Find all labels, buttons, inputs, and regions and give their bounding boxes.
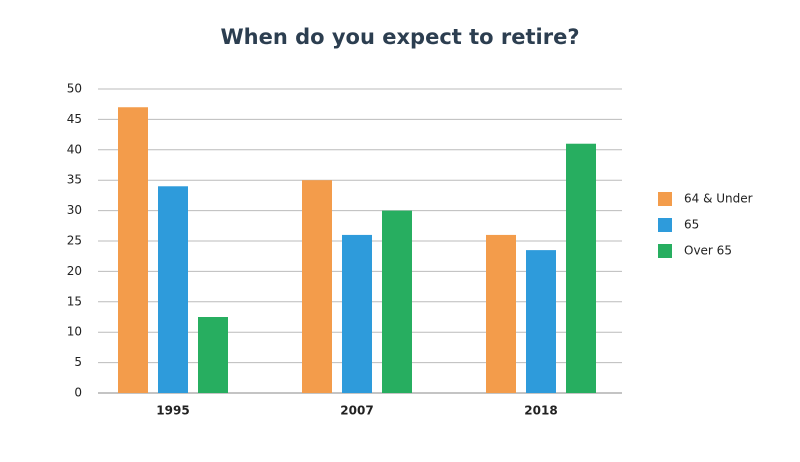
legend-swatch	[658, 244, 672, 258]
y-tick-label: 30	[67, 203, 82, 217]
legend-swatch	[658, 218, 672, 232]
x-tick-label: 1995	[156, 404, 189, 418]
x-tick-label: 2007	[340, 404, 373, 418]
bar	[158, 186, 188, 393]
bar	[486, 234, 516, 393]
chart-title: When do you expect to retire?	[220, 25, 579, 49]
y-tick-label: 5	[74, 355, 82, 369]
legend-label: 64 & Under	[684, 192, 753, 206]
legend-label: Over 65	[684, 244, 732, 258]
bar	[526, 250, 556, 393]
y-tick-label: 45	[67, 112, 82, 126]
bar	[566, 143, 596, 393]
legend-swatch	[658, 192, 672, 206]
x-tick-label: 2018	[524, 404, 557, 418]
y-tick-label: 15	[67, 294, 82, 308]
y-tick-label: 20	[67, 264, 82, 278]
legend-label: 65	[684, 218, 699, 232]
y-tick-label: 50	[67, 82, 82, 96]
bar	[198, 317, 228, 393]
y-tick-label: 35	[67, 173, 82, 187]
bar	[302, 180, 332, 393]
y-tick-label: 40	[67, 142, 82, 156]
bar	[118, 107, 148, 394]
y-tick-label: 10	[67, 325, 82, 339]
y-tick-label: 25	[67, 234, 82, 248]
bar	[342, 234, 372, 393]
y-tick-label: 0	[74, 386, 82, 400]
bar	[382, 210, 412, 393]
